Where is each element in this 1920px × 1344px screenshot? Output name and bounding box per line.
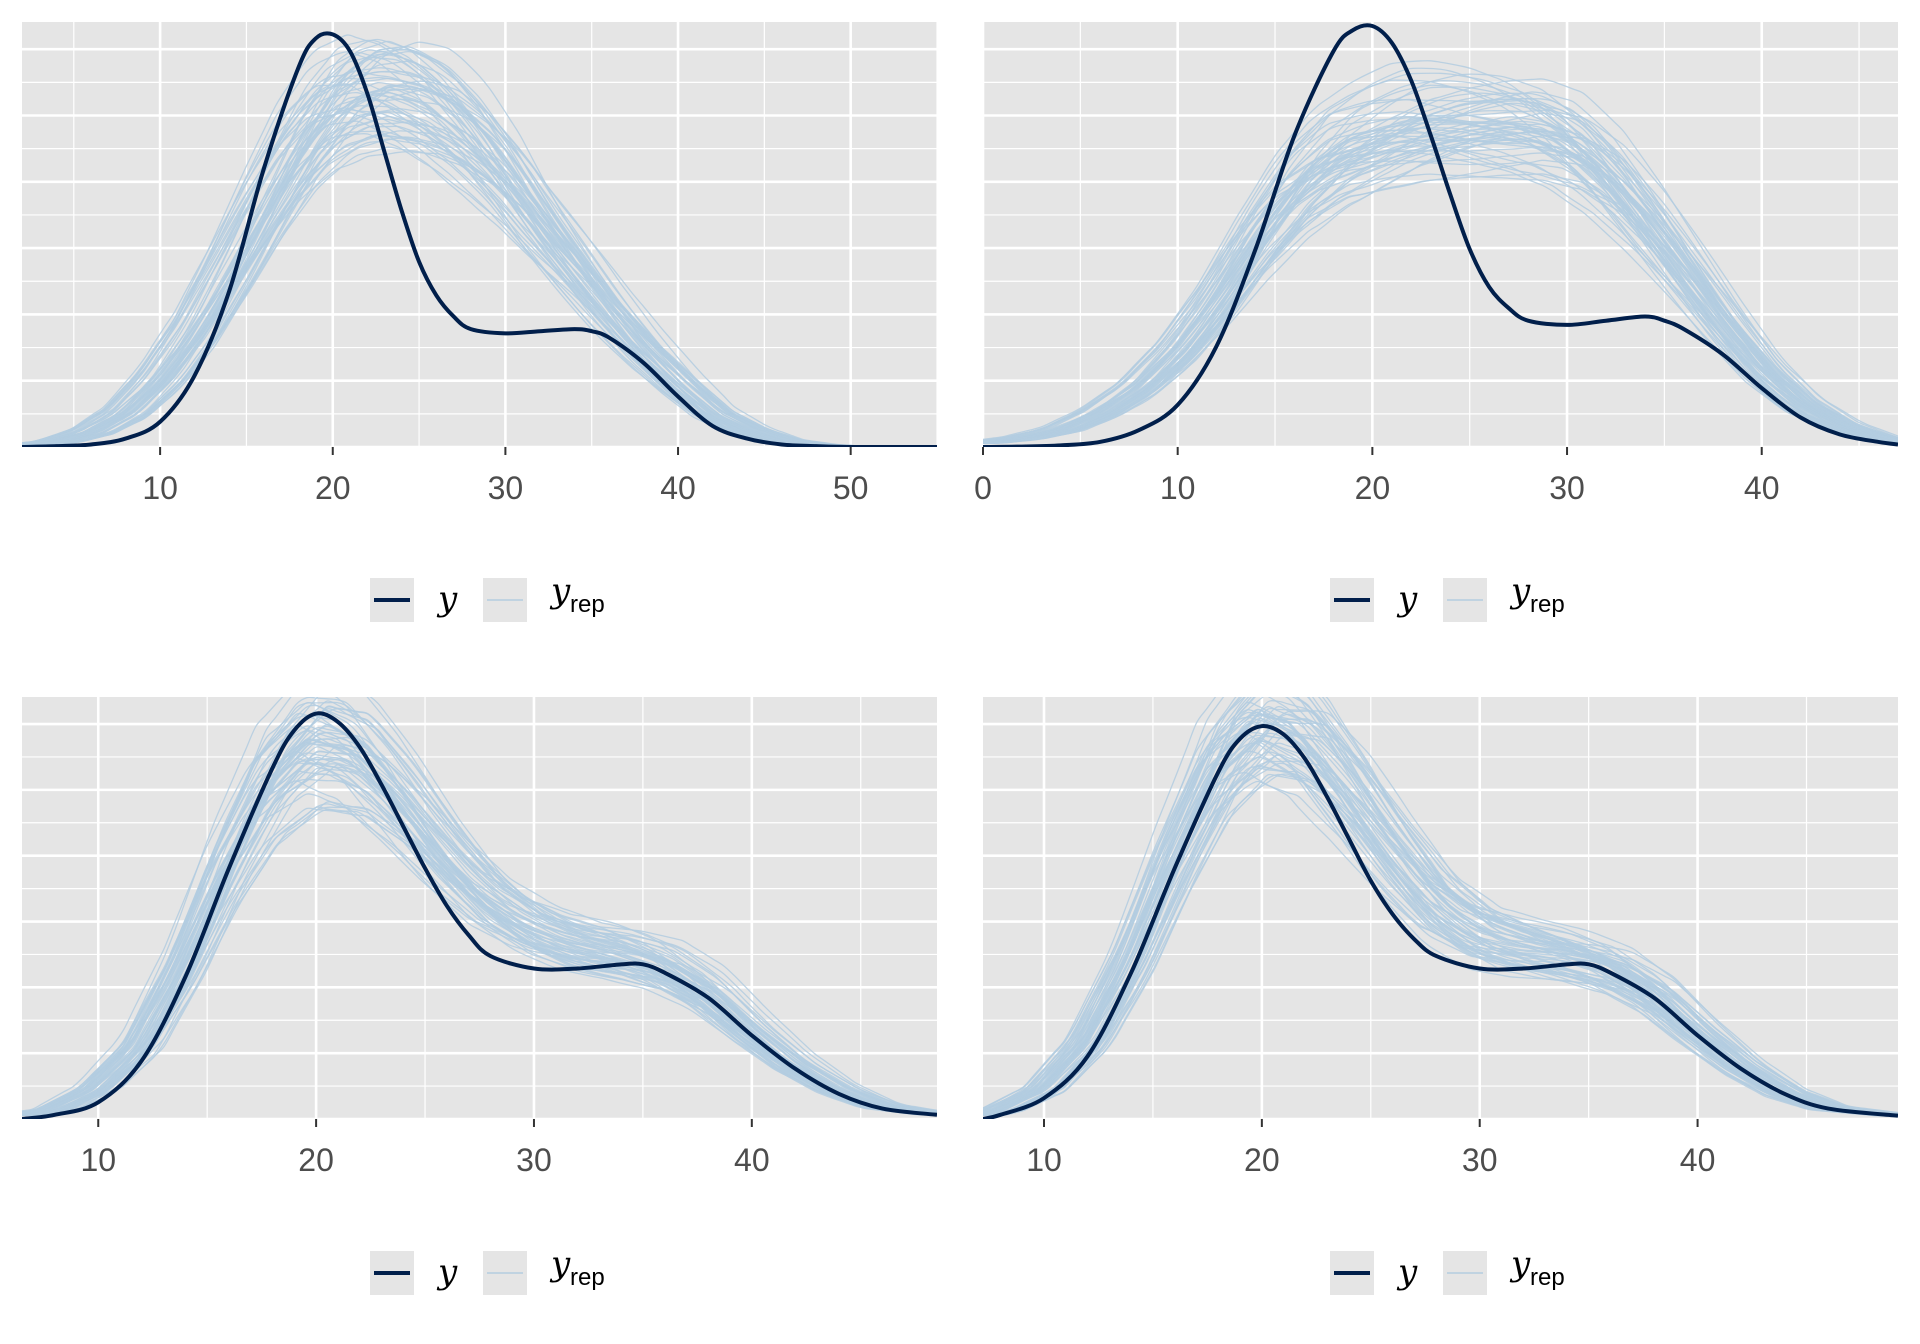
x-tick-label: 30 — [1462, 1142, 1498, 1178]
x-tick-label: 20 — [298, 1142, 334, 1178]
legend-label-y: y — [1396, 1252, 1418, 1292]
x-tick-label: 30 — [516, 1142, 552, 1178]
x-tick-label: 10 — [80, 1142, 116, 1178]
legend-label-yrep-subscript: rep — [1530, 1264, 1565, 1291]
x-tick-label: 0 — [974, 470, 992, 506]
legend-label-yrep: y — [549, 571, 571, 611]
x-tick-label: 30 — [488, 470, 524, 506]
legend-label-yrep: y — [549, 1244, 571, 1284]
density-panel-top-left: 10 20 30 40 50y y rep — [22, 22, 937, 622]
x-tick-label: 20 — [1244, 1142, 1280, 1178]
legend-label-y: y — [1396, 579, 1418, 619]
x-tick-label: 30 — [1549, 470, 1585, 506]
legend: y y rep — [370, 1244, 605, 1295]
density-panel-bottom-left: 10 20 30 40y y rep — [22, 673, 937, 1295]
legend: y y rep — [370, 571, 605, 622]
x-tick-label: 10 — [1026, 1142, 1062, 1178]
x-tick-label: 40 — [734, 1142, 770, 1178]
x-tick-label: 20 — [1355, 470, 1391, 506]
x-tick-label: 10 — [1160, 470, 1196, 506]
legend-label-y: y — [436, 579, 458, 619]
density-panel-bottom-right: 10 20 30 40y y rep — [983, 662, 1898, 1295]
x-tick-label: 40 — [1680, 1142, 1716, 1178]
legend-label-yrep-subscript: rep — [570, 1264, 605, 1291]
x-tick-label: 10 — [142, 470, 178, 506]
legend-label-yrep: y — [1509, 1244, 1531, 1284]
legend-label-yrep: y — [1509, 571, 1531, 611]
legend-label-yrep-subscript: rep — [570, 591, 605, 618]
legend: y y rep — [1330, 1244, 1565, 1295]
density-panel-top-right: 0 10 20 30 40y y rep — [974, 22, 1898, 622]
legend-label-yrep-subscript: rep — [1530, 591, 1565, 618]
legend-label-y: y — [436, 1252, 458, 1292]
x-tick-label: 40 — [1744, 470, 1780, 506]
legend: y y rep — [1330, 571, 1565, 622]
x-tick-label: 50 — [833, 470, 869, 506]
x-tick-label: 40 — [660, 470, 696, 506]
x-tick-label: 20 — [315, 470, 351, 506]
